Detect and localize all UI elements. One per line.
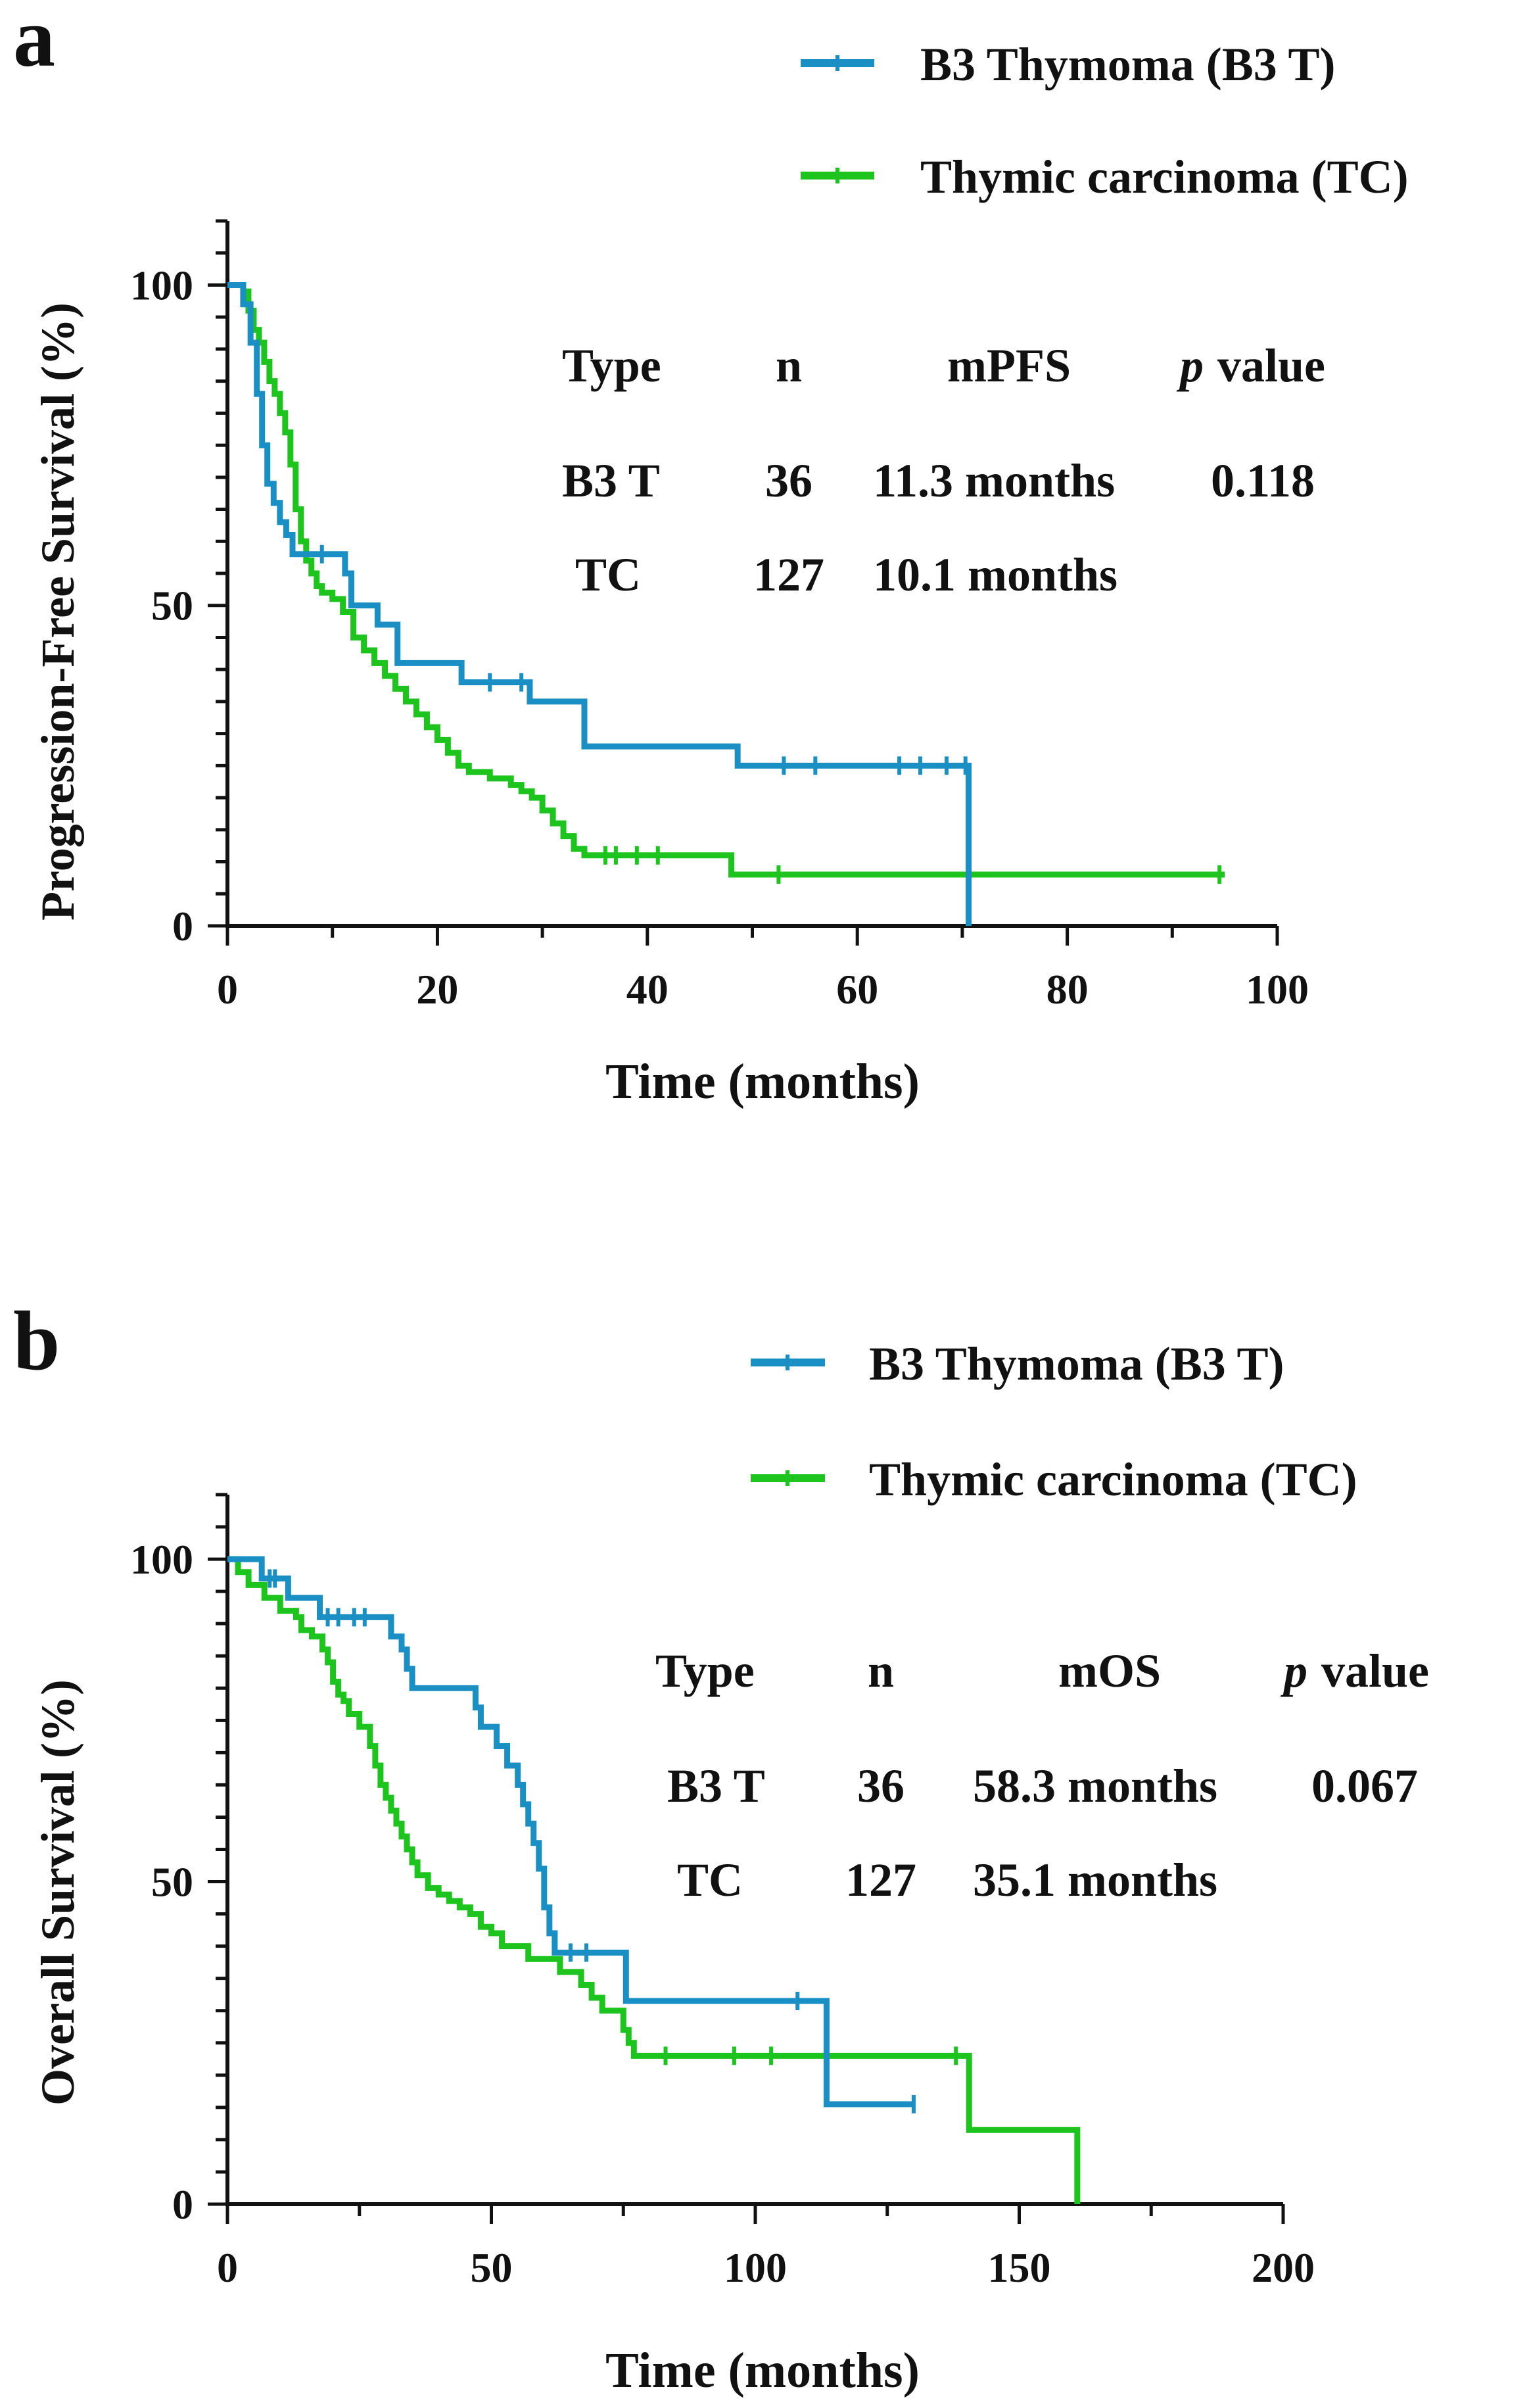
stats-cell: B3 T (562, 454, 660, 507)
legend-item-b3: B3 Thymoma (B3 T) (751, 1337, 1284, 1390)
stats-cell: 35.1 months (973, 1854, 1217, 1906)
plot-area (227, 281, 1225, 926)
stats-table: Type n mPFS p value B3 T 36 11.3 months … (562, 339, 1325, 601)
stats-header-type: Type (655, 1645, 755, 1697)
x-tick-label: 0 (217, 966, 238, 1013)
stats-header-value: value (1217, 339, 1325, 392)
legend-item-b3: B3 Thymoma (B3 T) (801, 38, 1335, 91)
y-axis-title: Overall Survival (%) (32, 1679, 84, 2106)
x-tick-label: 40 (626, 966, 669, 1013)
series-line-tc (227, 1556, 1081, 2204)
y-tick-label: 100 (130, 262, 193, 308)
stats-header-median: mOS (1058, 1645, 1161, 1697)
plot-area (227, 1556, 1081, 2204)
panel-b: b B3 Thymoma (B3 T) Thymic carcinoma (TC… (13, 1294, 1429, 2398)
stats-cell: B3 T (667, 1760, 765, 1812)
stats-cell: TC (575, 548, 641, 601)
x-axis-title: Time (months) (605, 2343, 920, 2398)
stats-table: Type n mOS p value B3 T 36 58.3 months 0… (655, 1645, 1429, 1906)
legend: B3 Thymoma (B3 T) Thymic carcinoma (TC) (751, 1337, 1357, 1506)
x-tick-label: 0 (217, 2244, 238, 2291)
legend-item-tc: Thymic carcinoma (TC) (751, 1453, 1357, 1506)
y-tick-label: 50 (151, 583, 193, 629)
x-tick-label: 100 (1246, 966, 1309, 1013)
x-tick-label: 200 (1252, 2244, 1315, 2291)
x-tick-label: 50 (471, 2244, 513, 2291)
stats-cell: TC (677, 1854, 743, 1906)
x-tick-label: 150 (988, 2244, 1051, 2291)
axes: 0 20 40 60 80 100 0 50 100 (130, 219, 1309, 1013)
y-tick-label: 0 (172, 903, 193, 950)
stats-cell: 0.118 (1211, 454, 1315, 507)
stats-header-n: n (776, 339, 802, 392)
series-line-b3 (227, 281, 972, 926)
legend-label-b3: B3 Thymoma (B3 T) (920, 38, 1335, 91)
x-tick-label: 80 (1047, 966, 1089, 1013)
legend-label-tc: Thymic carcinoma (TC) (920, 151, 1409, 203)
stats-cell: 127 (845, 1854, 916, 1906)
stats-cell: 127 (753, 548, 824, 601)
legend-item-tc: Thymic carcinoma (TC) (801, 151, 1409, 203)
stats-cell: 36 (857, 1760, 905, 1812)
stats-header-value: value (1321, 1645, 1429, 1697)
panel-label: b (13, 1294, 60, 1387)
panel-label: a (13, 0, 55, 84)
stats-cell: 36 (765, 454, 812, 507)
x-tick-label: 100 (724, 2244, 787, 2291)
stats-header-n: n (868, 1645, 894, 1697)
stats-cell: 11.3 months (873, 454, 1115, 507)
x-axis-title: Time (months) (605, 1054, 920, 1109)
y-axis-title: Progression-Free Survival (%) (32, 302, 84, 921)
stats-cell: 10.1 months (873, 548, 1117, 601)
y-tick-label: 0 (172, 2181, 193, 2228)
series-line-tc (227, 281, 1225, 878)
stats-cell: 0.067 (1311, 1760, 1418, 1812)
stats-header-p: p (1176, 339, 1204, 392)
x-tick-label: 20 (416, 966, 458, 1013)
y-tick-label: 100 (130, 1536, 193, 1583)
stats-header-type: Type (562, 339, 661, 392)
series-line-b3 (227, 1556, 914, 2107)
axes: 0 50 100 150 200 0 50 100 (130, 1493, 1315, 2291)
y-tick-label: 50 (151, 1859, 193, 1906)
legend-label-tc: Thymic carcinoma (TC) (869, 1453, 1357, 1506)
x-tick-label: 60 (836, 966, 878, 1013)
stats-cell: 58.3 months (973, 1760, 1217, 1812)
panel-a: a B3 Thymoma (B3 T) Thymic carcinoma (TC… (13, 0, 1409, 1109)
stats-header-median: mPFS (947, 339, 1071, 392)
stats-header-p: p (1280, 1645, 1307, 1697)
legend: B3 Thymoma (B3 T) Thymic carcinoma (TC) (801, 38, 1409, 203)
legend-label-b3: B3 Thymoma (B3 T) (869, 1337, 1284, 1390)
